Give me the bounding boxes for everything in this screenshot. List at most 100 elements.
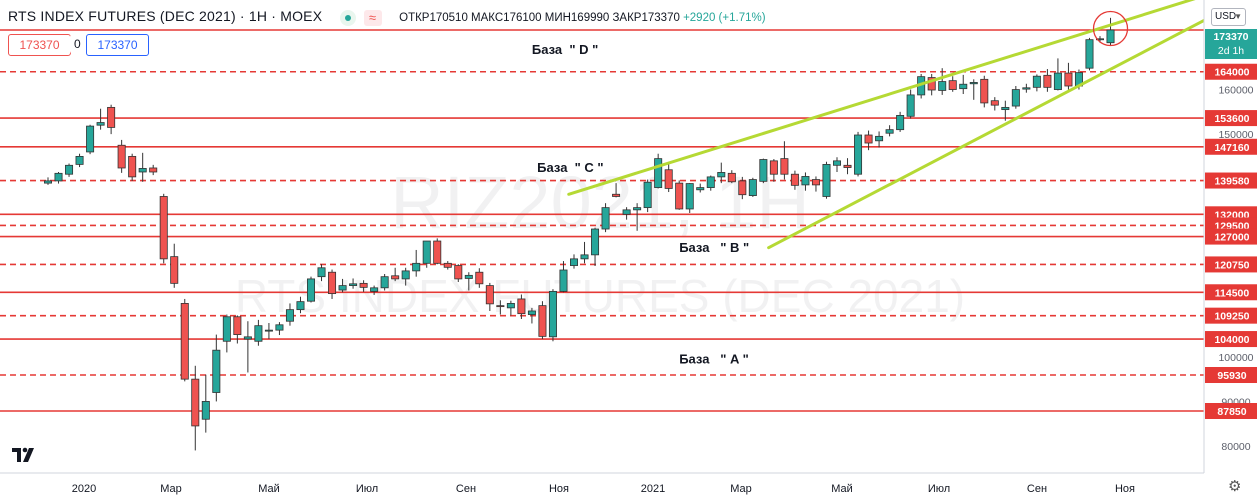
x-tick-label: Июл [928, 483, 950, 495]
candle-body [212, 349, 221, 393]
candle-body [580, 254, 589, 260]
change-value: +2920 (+1.71%) [683, 12, 766, 24]
candle [1085, 37, 1094, 71]
x-tick-label: 2021 [641, 483, 665, 495]
x-tick-label: Май [831, 483, 853, 495]
x-tick-label: Июл [356, 483, 378, 495]
candle [222, 314, 231, 353]
candle [990, 97, 999, 111]
y-tick-label: 160000 [1218, 85, 1253, 97]
candle [306, 276, 315, 303]
level-label-text: 127000 [1214, 232, 1249, 244]
candle [212, 334, 221, 402]
tradingview-logo-icon[interactable] [10, 444, 38, 466]
candle [75, 153, 84, 168]
candle [44, 177, 53, 185]
candle-body [980, 78, 989, 104]
ohlc-values: ОТКР170510 МАКС176100 МИН169990 ЗАКР1733… [399, 12, 765, 24]
candle [727, 170, 736, 184]
candle-body [370, 287, 379, 292]
candle [1043, 69, 1052, 92]
candle-body [117, 144, 126, 169]
candle [780, 141, 789, 180]
buy-button[interactable]: 173370 [86, 34, 149, 56]
currency-selector[interactable]: USD ▼ [1211, 8, 1246, 26]
candle-body [896, 115, 905, 131]
candle [580, 241, 589, 264]
candle-body [591, 228, 600, 256]
candle-body [706, 176, 715, 188]
candle-body [391, 275, 400, 280]
candle-body [422, 240, 431, 264]
candle-body [790, 173, 799, 186]
compare-wave-icon[interactable]: ≈ [363, 9, 382, 26]
level-label-box [1205, 331, 1257, 348]
candle-body [1011, 89, 1020, 107]
candle-body [86, 125, 95, 153]
candle-body [601, 207, 610, 230]
candle [633, 203, 642, 231]
candle-body [548, 290, 557, 338]
annotations: База " D " База " C " База " B " База " A " [532, 42, 749, 367]
candle-body [44, 180, 53, 184]
candle [759, 158, 768, 184]
close-value: 173370 [641, 12, 680, 24]
candle-body [328, 271, 337, 295]
trend-channel[interactable] [567, 0, 1223, 250]
candle [527, 307, 536, 324]
candle-body [570, 258, 579, 266]
candle-body [885, 129, 894, 134]
level-label-text: 87850 [1217, 406, 1246, 418]
candle-body [1085, 39, 1094, 69]
low-label: МИН [544, 12, 571, 24]
candle-body [538, 305, 547, 337]
candle-body [833, 160, 842, 166]
y-tick-label: 100000 [1218, 352, 1253, 364]
open-value: 170510 [429, 12, 468, 24]
candle [1106, 17, 1115, 46]
candle [485, 282, 494, 311]
symbol-title[interactable]: RTS INDEX FUTURES (DEC 2021) · 1H · MOEX [8, 8, 323, 24]
candle-body [875, 135, 884, 142]
candle [938, 68, 947, 95]
candle-body [1053, 72, 1062, 90]
watermark-symbol: RIZ2021, 1H [390, 161, 810, 244]
candle-body [864, 134, 873, 144]
candle-body [138, 168, 147, 173]
candle-body [1096, 38, 1105, 41]
candle [843, 158, 852, 175]
gear-icon[interactable]: ⚙ [1228, 478, 1242, 495]
candle-body [338, 285, 347, 291]
candle-body [643, 181, 652, 209]
currency-label: USD [1215, 11, 1237, 22]
candle [159, 193, 168, 264]
market-status-icon[interactable] [339, 9, 356, 26]
candle [149, 164, 158, 176]
candle [443, 261, 452, 270]
candle [180, 298, 189, 382]
candle-body [475, 271, 484, 285]
level-label-text: 147160 [1214, 142, 1249, 154]
candle [433, 238, 442, 265]
candle-body [622, 209, 631, 215]
candle-body [254, 325, 263, 342]
candle-body [727, 172, 736, 183]
candle-body [264, 329, 273, 332]
sell-button[interactable]: 173370 [8, 34, 71, 56]
candle-body [412, 262, 421, 272]
candle-body [675, 182, 684, 210]
candle-body [96, 122, 105, 126]
candle-body [485, 285, 494, 305]
high-value: 176100 [503, 12, 542, 24]
candle-body [843, 164, 852, 168]
candle [275, 322, 284, 336]
candle-body [717, 172, 726, 178]
candle [1053, 58, 1062, 91]
x-tick-label: Мар [160, 483, 182, 495]
candle-body [1043, 74, 1052, 88]
candle-body [748, 179, 757, 196]
candle [675, 180, 684, 210]
candle-body [780, 158, 789, 175]
